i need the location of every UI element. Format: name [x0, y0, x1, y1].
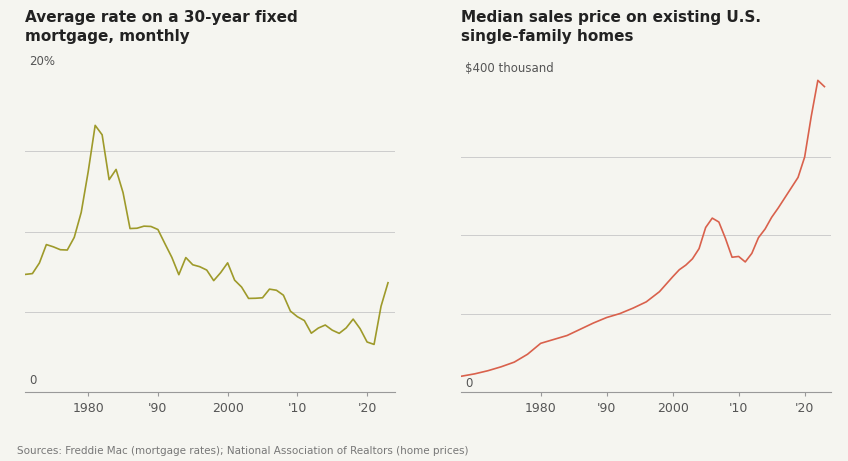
- Text: 20%: 20%: [29, 55, 55, 68]
- Text: $400 thousand: $400 thousand: [465, 62, 554, 75]
- Text: Median sales price on existing U.S.
single-family homes: Median sales price on existing U.S. sing…: [461, 10, 762, 44]
- Text: Sources: Freddie Mac (mortgage rates); National Association of Realtors (home pr: Sources: Freddie Mac (mortgage rates); N…: [17, 446, 468, 456]
- Text: 0: 0: [29, 374, 36, 387]
- Text: Average rate on a 30-year fixed
mortgage, monthly: Average rate on a 30-year fixed mortgage…: [25, 10, 298, 44]
- Text: 0: 0: [465, 377, 472, 390]
